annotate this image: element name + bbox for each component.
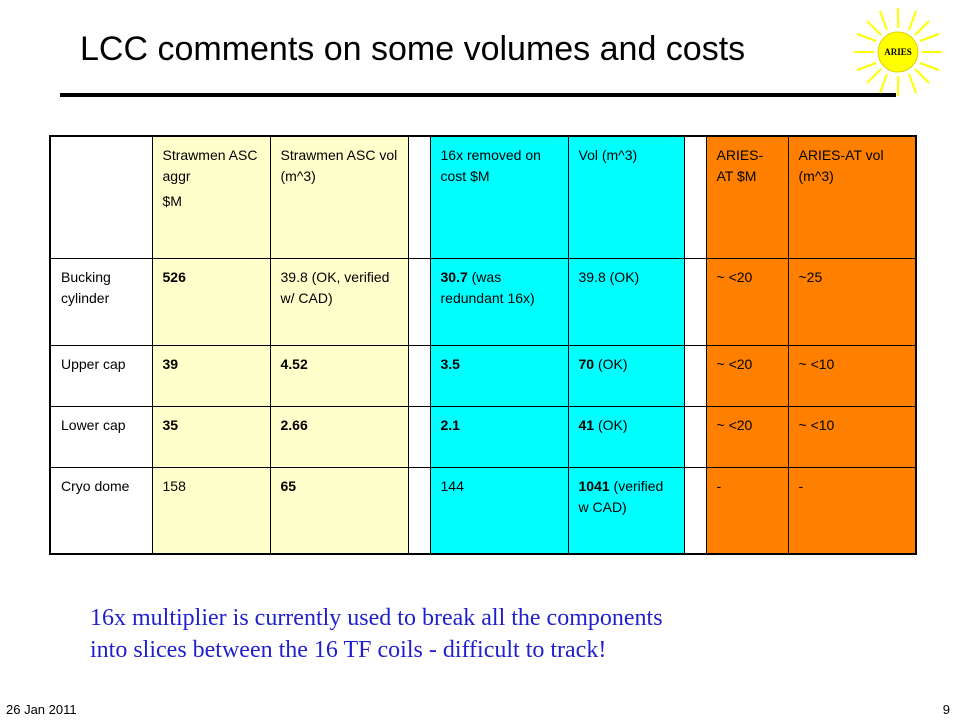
cell-removed: 3.5 bbox=[429, 344, 569, 408]
cell-removed: 2.1 bbox=[429, 406, 569, 469]
cell-aries-vol: ~ <10 bbox=[787, 406, 917, 469]
cell-vol: 65 bbox=[269, 467, 409, 555]
spacer-cell bbox=[683, 406, 707, 469]
spacer-cell bbox=[407, 344, 431, 408]
note-line: 16x multiplier is currently used to brea… bbox=[90, 605, 663, 631]
page-number: 9 bbox=[942, 702, 950, 717]
footer-date: 26 Jan 2011 bbox=[6, 702, 77, 717]
row-label: Upper cap bbox=[49, 344, 153, 408]
cell-aggr: 526 bbox=[151, 258, 271, 346]
cell-vol: 2.66 bbox=[269, 406, 409, 469]
header-removed-cost: 16x removed on cost $M bbox=[429, 135, 569, 260]
note-line: into slices between the 16 TF coils - di… bbox=[90, 637, 607, 663]
header-aries-vol: ARIES-AT vol (m^3) bbox=[787, 135, 917, 260]
cell-vol2: 39.8 (OK) bbox=[567, 258, 685, 346]
spacer-cell bbox=[407, 258, 431, 346]
spacer-cell bbox=[407, 406, 431, 469]
header-strawmen-aggr: Strawmen ASC aggr $M bbox=[151, 135, 271, 260]
cell-vol: 4.52 bbox=[269, 344, 409, 408]
logo-text: ARIES bbox=[884, 47, 912, 57]
slide-title: LCC comments on some volumes and costs bbox=[80, 30, 746, 68]
header-strawmen-vol: Strawmen ASC vol (m^3) bbox=[269, 135, 409, 260]
cell-aggr: 35 bbox=[151, 406, 271, 469]
cell-removed: 30.7 (was redundant 16x) bbox=[429, 258, 569, 346]
cell-aries-vol: - bbox=[787, 467, 917, 555]
cell-aries-cost: ~ <20 bbox=[705, 258, 789, 346]
spacer-cell bbox=[407, 135, 431, 260]
cell-vol2: 41 (OK) bbox=[567, 406, 685, 469]
table-row: Lower cap 35 2.66 2.1 41 (OK) ~ <20 ~ <1… bbox=[49, 406, 917, 469]
table-header-row: Strawmen ASC aggr $M Strawmen ASC vol (m… bbox=[49, 135, 917, 260]
header-corner bbox=[49, 135, 153, 260]
volumes-costs-table: Strawmen ASC aggr $M Strawmen ASC vol (m… bbox=[49, 135, 917, 555]
cell-aries-cost: ~ <20 bbox=[705, 406, 789, 469]
multiplier-note: 16x multiplier is currently used to brea… bbox=[90, 602, 663, 666]
spacer-cell bbox=[407, 467, 431, 555]
row-label: Cryo dome bbox=[49, 467, 153, 555]
cell-aries-vol: ~ <10 bbox=[787, 344, 917, 408]
spacer-cell bbox=[683, 135, 707, 260]
header-aries-cost: ARIES-AT $M bbox=[705, 135, 789, 260]
cell-aries-cost: ~ <20 bbox=[705, 344, 789, 408]
cell-removed: 144 bbox=[429, 467, 569, 555]
cell-vol: 39.8 (OK, verified w/ CAD) bbox=[269, 258, 409, 346]
spacer-cell bbox=[683, 258, 707, 346]
cell-aggr: 39 bbox=[151, 344, 271, 408]
sun-icon bbox=[854, 8, 942, 96]
row-label: Bucking cylinder bbox=[49, 258, 153, 346]
cell-vol2: 1041 (verified w CAD) bbox=[567, 467, 685, 555]
table-row: Bucking cylinder 526 39.8 (OK, verified … bbox=[49, 258, 917, 346]
cell-aggr: 158 bbox=[151, 467, 271, 555]
header-vol: Vol (m^3) bbox=[567, 135, 685, 260]
spacer-cell bbox=[683, 344, 707, 408]
table-row: Cryo dome 158 65 144 1041 (verified w CA… bbox=[49, 467, 917, 555]
cell-aries-vol: ~25 bbox=[787, 258, 917, 346]
row-label: Lower cap bbox=[49, 406, 153, 469]
aries-sun-logo: ARIES bbox=[854, 8, 942, 96]
table-row: Upper cap 39 4.52 3.5 70 (OK) ~ <20 ~ <1… bbox=[49, 344, 917, 408]
title-underline bbox=[60, 93, 896, 97]
cell-aries-cost: - bbox=[705, 467, 789, 555]
spacer-cell bbox=[683, 467, 707, 555]
cell-vol2: 70 (OK) bbox=[567, 344, 685, 408]
